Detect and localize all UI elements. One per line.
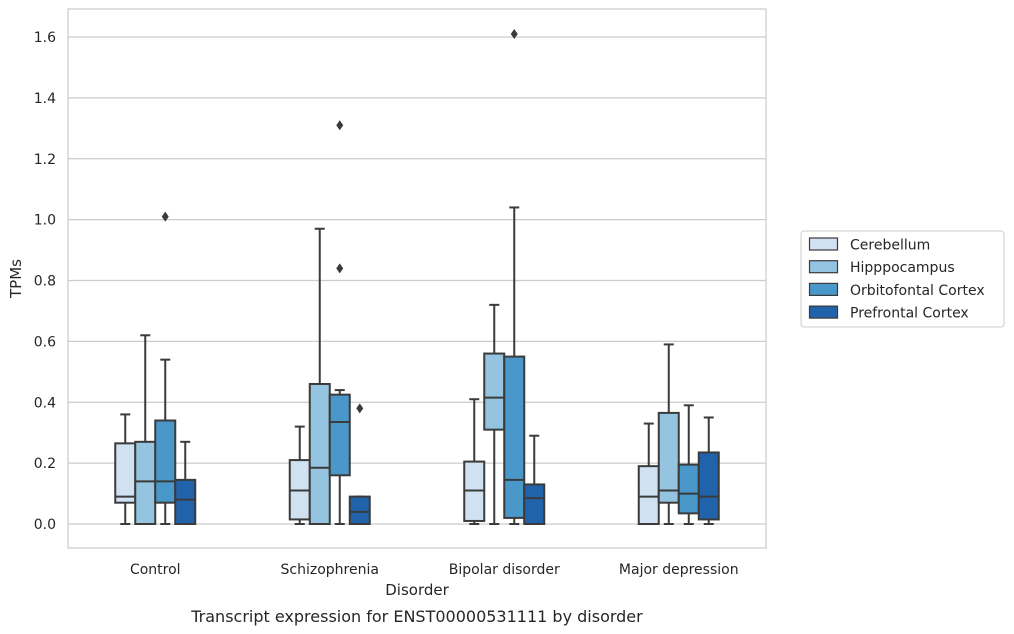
legend-swatch bbox=[808, 237, 839, 251]
outlier-point bbox=[336, 263, 344, 274]
box-groups bbox=[114, 28, 720, 526]
x-tick-label: Control bbox=[130, 562, 181, 578]
box-iqr bbox=[483, 352, 506, 431]
box-orbitofontal-cortex-0 bbox=[154, 211, 177, 525]
x-axis-label: Disorder bbox=[385, 581, 449, 599]
y-tick-labels: 0.0 0.2 0.4 0.6 0.8 1.0 1.2 1.4 1.6 bbox=[34, 30, 56, 533]
box-prefrontal-cortex-0 bbox=[174, 440, 197, 526]
box-prefrontal-cortex-2 bbox=[523, 434, 546, 525]
box-hipppocampus-0 bbox=[134, 334, 157, 526]
y-tick-label: 1.0 bbox=[34, 213, 56, 229]
legend-swatch bbox=[808, 305, 839, 319]
y-tick-label: 1.6 bbox=[34, 30, 56, 46]
x-tick-label: Schizophrenia bbox=[281, 562, 379, 578]
chart-caption: Transcript expression for ENST0000053111… bbox=[190, 607, 643, 626]
legend-label: Orbitofontal Cortex bbox=[850, 283, 985, 299]
outlier-point bbox=[510, 28, 518, 39]
legend-swatch bbox=[808, 282, 839, 296]
y-tick-label: 0.8 bbox=[34, 274, 56, 290]
y-tick-label: 1.4 bbox=[34, 91, 56, 107]
x-tick-label: Major depression bbox=[619, 562, 739, 578]
box-iqr bbox=[523, 483, 546, 525]
y-tick-label: 0.6 bbox=[34, 334, 56, 350]
x-tick-label: Bipolar disorder bbox=[449, 562, 560, 578]
outlier-point bbox=[356, 403, 364, 414]
y-axis-label: TPMs bbox=[7, 259, 25, 299]
box-iqr bbox=[697, 451, 720, 521]
legend-label: Prefrontal Cortex bbox=[850, 306, 969, 322]
outlier-point bbox=[161, 211, 169, 222]
y-tick-label: 1.2 bbox=[34, 152, 56, 168]
box-orbitofontal-cortex-3 bbox=[677, 404, 700, 525]
outlier-point bbox=[336, 120, 344, 131]
legend-frame bbox=[800, 230, 1005, 328]
box-cerebellum-2 bbox=[463, 398, 486, 525]
box-hipppocampus-2 bbox=[483, 303, 506, 525]
box-iqr bbox=[677, 463, 700, 515]
box-hipppocampus-1 bbox=[308, 227, 331, 525]
box-iqr bbox=[154, 419, 177, 504]
box-iqr bbox=[134, 440, 157, 526]
box-orbitofontal-cortex-2 bbox=[503, 28, 526, 525]
box-cerebellum-3 bbox=[637, 422, 660, 526]
box-iqr bbox=[328, 393, 351, 477]
legend-swatch bbox=[808, 260, 839, 274]
box-iqr bbox=[348, 495, 371, 526]
box-cerebellum-1 bbox=[288, 425, 311, 525]
box-iqr bbox=[114, 442, 137, 504]
box-iqr bbox=[174, 478, 197, 526]
x-tick-labels: Control Schizophrenia Bipolar disorder Majo… bbox=[130, 562, 739, 578]
box-iqr bbox=[637, 465, 660, 526]
box-prefrontal-cortex-1 bbox=[348, 403, 371, 526]
box-cerebellum-0 bbox=[114, 413, 137, 525]
box-orbitofontal-cortex-1 bbox=[328, 120, 351, 525]
box-iqr bbox=[308, 382, 331, 525]
legend: Cerebellum Hipppocampus Orbitofontal Corte… bbox=[800, 230, 1005, 328]
legend-label: Hipppocampus bbox=[850, 260, 955, 276]
box-iqr bbox=[503, 355, 526, 519]
y-tick-label: 0.2 bbox=[34, 456, 56, 472]
legend-label: Cerebellum bbox=[850, 238, 930, 254]
y-tick-label: 0.4 bbox=[34, 395, 56, 411]
y-tick-label: 0.0 bbox=[34, 517, 56, 533]
plot-frame bbox=[67, 8, 767, 549]
box-iqr bbox=[657, 411, 680, 504]
box-prefrontal-cortex-3 bbox=[697, 416, 720, 525]
box-hipppocampus-3 bbox=[657, 343, 680, 525]
